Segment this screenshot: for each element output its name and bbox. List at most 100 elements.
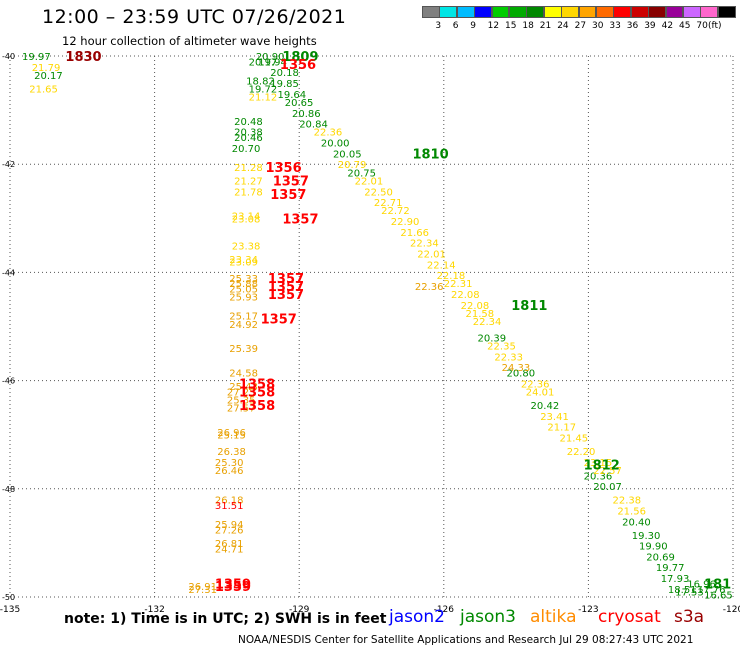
wave-height-value: 25.94 <box>215 520 244 531</box>
wave-height-value: 18.82 <box>246 76 275 87</box>
wave-height-value: 20.07 <box>593 482 622 493</box>
wave-height-value: 25.15 <box>217 431 246 442</box>
wave-height-value: 23.38 <box>232 241 261 252</box>
wave-height-value: 25.35 <box>227 396 256 407</box>
wave-height-value: 26.91 <box>188 582 217 593</box>
y-tick-label: -42 <box>2 160 15 169</box>
pass-time-label: 1357 <box>268 280 304 295</box>
wave-height-value: 22.36 <box>415 282 444 293</box>
wave-height-value: 25.17 <box>229 312 258 323</box>
pass-time-label: 1359 <box>215 577 251 592</box>
wave-height-value: 21.78 <box>234 187 263 198</box>
wave-height-value: 20.38 <box>234 128 263 139</box>
wave-height-value: 22.31 <box>444 279 473 290</box>
legend-cryosat: cryosat <box>598 607 661 627</box>
wave-height-value: 20.84 <box>299 120 328 131</box>
scale-swatch <box>526 6 545 18</box>
wave-height-value: 22.90 <box>391 217 420 228</box>
scale-swatch <box>613 6 632 18</box>
wave-height-value: 23.09 <box>229 258 258 269</box>
wave-height-value: 20.86 <box>292 109 321 120</box>
scale-swatch <box>596 6 614 18</box>
scale-swatch <box>578 6 597 18</box>
legend-jason2: jason2 <box>389 607 445 627</box>
y-tick-label: -44 <box>2 268 15 277</box>
wave-height-value: 26.18 <box>215 496 244 507</box>
wave-height-value: 27.26 <box>215 525 244 536</box>
axis-ticks: -135 -132 -129 -126 -123 -120 -40 -42 -44 -46 -48 -… <box>0 52 740 615</box>
wave-height-value: 22.14 <box>427 260 456 271</box>
scale-label: 6 <box>452 21 459 31</box>
wave-height-value: 22.72 <box>381 206 410 217</box>
chart-title: 12:00 – 23:59 UTC 07/26/2021 <box>42 6 347 28</box>
wave-height-value: 22.34 <box>410 239 439 250</box>
wave-height-value: 20.17 <box>34 71 63 82</box>
wave-height-value: 26.46 <box>215 466 244 477</box>
pass-time-label: 1357 <box>282 212 318 227</box>
wave-height-value: 20.36 <box>584 471 613 482</box>
wave-height-value: 19.97 <box>22 52 51 63</box>
wave-height-value: 26.96 <box>217 428 246 439</box>
scale-swatch <box>665 6 684 18</box>
wave-height-value: 24.58 <box>229 368 258 379</box>
wave-height-value: 21.28 <box>234 163 263 174</box>
y-tick-label: -40 <box>2 52 15 61</box>
legend-s3a: s3a <box>674 607 705 627</box>
scale-label: 24 <box>557 21 569 31</box>
wave-height-value: 19.90 <box>639 542 668 553</box>
wave-height-value: 24.33 <box>502 363 531 374</box>
wave-height-value: 23.15 <box>584 458 613 469</box>
grid <box>9 55 734 598</box>
legend-jason3: jason3 <box>460 607 516 627</box>
wave-height-value: 20.69 <box>646 552 675 563</box>
scale-label: 18 <box>522 21 534 31</box>
scale-swatch <box>491 6 510 18</box>
wave-height-value: 20.65 <box>285 98 314 109</box>
wave-height-value: 24.92 <box>229 320 258 331</box>
wave-height-value: 20.79 <box>338 160 367 171</box>
footnote: note: 1) Time is in UTC; 2) SWH is in fe… <box>64 611 387 627</box>
scale-swatch <box>648 6 667 18</box>
wave-height-value: 22.36 <box>314 128 343 139</box>
scale-swatch <box>439 6 458 18</box>
wave-height-value: 20.48 <box>234 117 263 128</box>
wave-height-value: 17.76 <box>697 585 726 596</box>
wave-height-value: 16.96 <box>687 579 716 590</box>
wave-height-value: 26.81 <box>215 539 244 550</box>
wave-height-value: 21.58 <box>465 309 494 320</box>
wave-height-value: 23.41 <box>540 412 569 423</box>
scale-label: 42 <box>661 21 674 31</box>
wave-height-value: 17.93 <box>661 574 690 585</box>
scale-label: 39 <box>644 21 656 31</box>
scale-swatch <box>509 6 527 18</box>
wave-height-value: 27.31 <box>188 585 217 596</box>
pass-time-label: 1811 <box>511 299 547 314</box>
scale-swatch <box>422 6 440 18</box>
wave-height-value: 18.51 <box>668 585 697 596</box>
wave-height-value: 27.57 <box>227 404 256 415</box>
scale-label: 45 <box>679 21 691 31</box>
wave-height-value: 22.36 <box>521 379 550 390</box>
wave-height-value: 21.27 <box>234 176 263 187</box>
wave-height-value: 16.65 <box>704 590 733 601</box>
pass-time-label: 1357 <box>273 174 309 189</box>
wave-height-value: 20.39 <box>478 333 507 344</box>
x-tick-label: -135 <box>0 605 20 615</box>
wave-height-value: 23.34 <box>229 255 258 266</box>
scale-label: 27 <box>574 21 587 31</box>
wave-height-value: 19.77 <box>656 563 685 574</box>
y-tick-label: -48 <box>2 485 15 494</box>
wave-height-value: 22.33 <box>494 352 523 363</box>
x-tick-label: -129 <box>289 605 310 615</box>
scale-label: 15 <box>505 21 517 31</box>
scale-swatch <box>717 6 736 18</box>
y-tick-label: -46 <box>2 377 15 386</box>
wave-height-value: 19.85 <box>270 79 299 90</box>
wave-height-value: 21.79 <box>32 63 61 74</box>
wave-height-value: 20.75 <box>347 168 376 179</box>
scale-label: 30 <box>592 21 604 31</box>
scale-unit: (ft) <box>708 21 722 31</box>
time-labels: 1830 180913561810135613571357135713571357… <box>65 50 731 595</box>
wave-height-value: 20.17 <box>249 57 278 68</box>
